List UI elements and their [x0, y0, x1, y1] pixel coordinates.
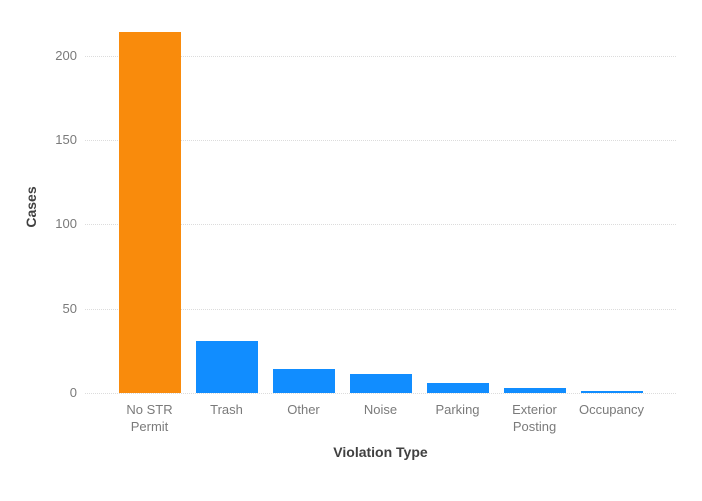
x-axis-labels: No STR Permit Trash Other Noise Parking Exter…: [85, 401, 676, 435]
y-tick-label: 100: [55, 216, 77, 232]
gridline: [85, 224, 676, 226]
y-tick-label: 150: [55, 132, 77, 148]
bar-column: [265, 22, 342, 393]
x-category-label: Trash: [210, 402, 243, 417]
bar-exterior-posting[interactable]: [503, 387, 566, 393]
x-category-label: No STR Permit: [126, 402, 173, 434]
y-tick-label: 50: [62, 300, 77, 316]
bar-column: [111, 22, 188, 393]
bar-column: [342, 22, 419, 393]
x-category-label: Noise: [363, 402, 398, 417]
gridline: [85, 140, 676, 142]
bar-no-str-permit[interactable]: [118, 32, 181, 393]
bar-column: [496, 22, 573, 393]
plot-area: [85, 22, 676, 394]
bar-noise[interactable]: [349, 374, 412, 393]
y-tick-label: 200: [55, 47, 77, 63]
x-axis-title: Violation Type: [333, 444, 428, 460]
x-category-label: Parking: [435, 402, 480, 417]
gridline: [85, 308, 676, 310]
bar-other[interactable]: [272, 369, 335, 393]
bar-trash[interactable]: [195, 340, 258, 393]
y-tick-label: 0: [69, 385, 77, 400]
x-category-label: Occupancy: [578, 402, 645, 417]
gridline: [85, 393, 676, 394]
x-category-label: Exterior Posting: [512, 402, 557, 434]
gridline: [85, 55, 676, 57]
bar-column: [419, 22, 496, 393]
x-category-label: Other: [287, 402, 320, 417]
bar-column: [188, 22, 265, 393]
bar-parking[interactable]: [426, 382, 489, 393]
bar-occupancy[interactable]: [580, 391, 643, 393]
bars-container: [85, 22, 676, 393]
bar-column: [573, 22, 650, 393]
